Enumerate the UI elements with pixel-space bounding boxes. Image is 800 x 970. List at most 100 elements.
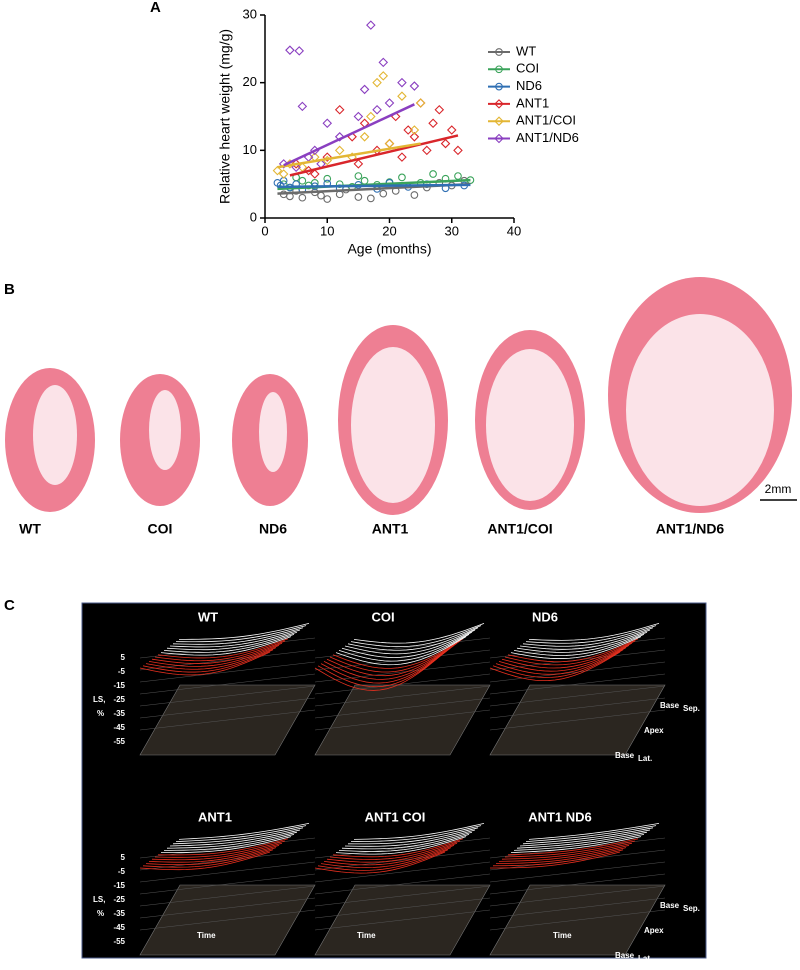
ls-tick-label: -45: [113, 923, 125, 932]
data-point: [372, 104, 382, 115]
data-point: [353, 111, 364, 122]
base-label: Base: [660, 701, 680, 710]
strain-curve: [522, 627, 654, 647]
legend-marker: [495, 48, 503, 56]
wall-line: [489, 873, 666, 895]
strain-curve: [178, 623, 310, 640]
strain-curve: [489, 851, 621, 869]
data-point: [359, 132, 370, 142]
strain-curve: [172, 627, 304, 645]
apex-label: Apex: [644, 726, 664, 735]
strain-title: ANT1: [198, 809, 232, 824]
strain-curve: [353, 823, 485, 840]
heart-lumen: [351, 347, 435, 503]
apex-label: Apex: [644, 926, 664, 935]
strain-curve: [323, 845, 455, 866]
strain-curve: [501, 842, 633, 860]
ls-tick-label: -5: [118, 867, 126, 876]
legend-label: WT: [516, 43, 536, 58]
data-point: [378, 57, 389, 68]
ls-tick-label: -15: [113, 881, 125, 890]
wall-line: [139, 909, 316, 931]
ls-tick-label: -15: [113, 681, 125, 690]
strain-curve: [320, 647, 452, 684]
wall-line: [489, 709, 666, 731]
wall-line: [314, 685, 491, 707]
wall-line: [139, 685, 316, 707]
wall-line: [139, 861, 316, 883]
strain-curve: [178, 823, 310, 840]
legend-marker: [495, 82, 503, 91]
data-point: [291, 162, 301, 173]
data-point: [440, 138, 451, 149]
ls-label: %: [97, 709, 104, 718]
strain-curve: [347, 627, 479, 651]
data-point: [366, 194, 375, 203]
data-point: [354, 193, 363, 201]
data-point: [429, 170, 437, 178]
wall-line: [489, 697, 666, 719]
data-point: [366, 111, 376, 122]
data-point: [453, 145, 463, 156]
strain-curve: [314, 651, 446, 691]
y-tick-label: 30: [243, 6, 257, 21]
data-point: [323, 174, 332, 183]
strain-curve: [507, 838, 639, 856]
wall-line: [489, 885, 666, 907]
legend-label: ANT1/ND6: [516, 130, 579, 145]
strain-curve: [498, 845, 630, 862]
strain-curve: [341, 631, 473, 658]
data-point: [398, 173, 406, 182]
heart-lumen: [486, 349, 574, 501]
strain-title: ANT1 COI: [365, 809, 426, 824]
strain-curve: [154, 840, 286, 858]
strain-curve: [139, 851, 271, 871]
data-point: [334, 132, 345, 142]
strain-curve: [504, 640, 636, 666]
data-point: [434, 104, 445, 115]
strain-curve: [350, 625, 482, 648]
data-point: [322, 152, 333, 162]
strain-curve: [338, 834, 470, 852]
wall-line: [139, 661, 316, 683]
ls-tick-label: -45: [113, 723, 125, 732]
x-tick-label: 20: [382, 223, 396, 238]
data-point: [379, 189, 388, 198]
wall-line: [489, 861, 666, 883]
strain-curve: [145, 847, 277, 866]
strain-curve: [175, 625, 307, 643]
ls-label: LS,: [93, 895, 105, 904]
data-point: [422, 145, 432, 156]
strain-curve: [513, 634, 645, 656]
strain-curve: [344, 629, 476, 655]
base-label: Base: [615, 751, 635, 760]
trend-line: [277, 142, 421, 169]
ls-tick-label: -5: [118, 667, 126, 676]
strain-curve: [166, 631, 298, 651]
strain-curve: [528, 823, 660, 840]
data-point: [454, 172, 462, 180]
data-point: [297, 101, 308, 112]
wall-line: [139, 897, 316, 919]
data-point: [409, 125, 420, 135]
strain-curve: [172, 827, 304, 845]
strain-curve: [169, 629, 301, 648]
data-point: [384, 138, 395, 149]
histology-panel: 2mm: [5, 277, 797, 515]
wall-line: [314, 837, 491, 859]
strain-curve: [332, 838, 464, 858]
strain-curve: [335, 836, 467, 855]
x-tick-label: 40: [507, 223, 521, 238]
ls-tick-label: -25: [113, 895, 125, 904]
strain-curve: [510, 636, 642, 659]
data-point: [397, 91, 407, 101]
y-axis-label: Relative heart weight (mg/g): [217, 29, 233, 204]
strain-curve: [323, 645, 455, 680]
strain-title: ANT1 ND6: [528, 809, 592, 824]
panel-label: C: [4, 597, 15, 614]
base-sub: Sep.: [683, 904, 700, 913]
strain-curve: [492, 649, 624, 678]
strain-curve: [320, 847, 452, 869]
panel-label: B: [4, 281, 15, 298]
